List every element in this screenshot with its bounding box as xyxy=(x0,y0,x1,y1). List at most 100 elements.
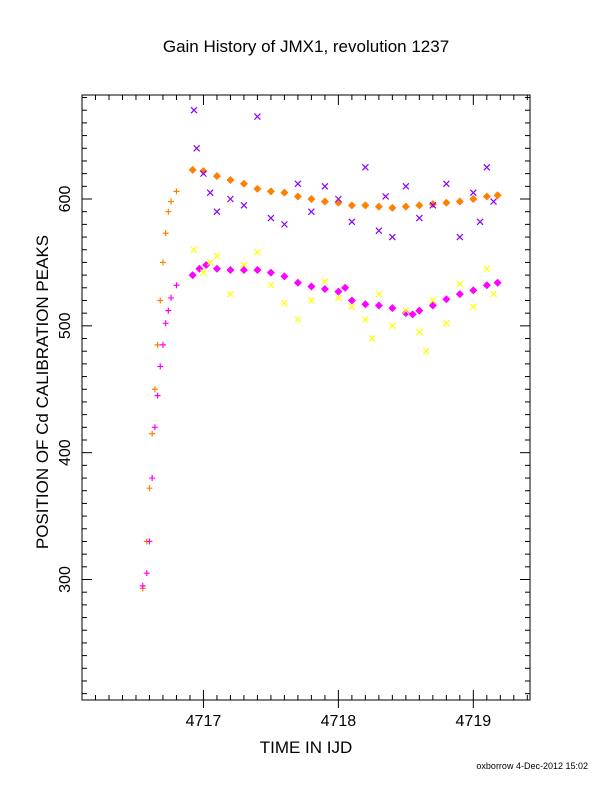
data-point xyxy=(442,180,450,188)
data-point xyxy=(361,201,370,210)
data-point xyxy=(307,195,316,204)
data-point xyxy=(267,281,275,289)
data-point xyxy=(227,290,234,298)
data-point xyxy=(334,198,343,207)
data-point xyxy=(280,188,289,197)
data-point xyxy=(482,281,491,290)
x-tick-label: 4718 xyxy=(321,713,357,730)
data-point xyxy=(456,280,464,288)
series-2 xyxy=(188,165,502,212)
data-point xyxy=(266,187,275,196)
data-point xyxy=(188,165,197,174)
data-point xyxy=(456,233,464,241)
data-point xyxy=(402,182,410,190)
y-tick-label: 300 xyxy=(57,566,74,593)
data-point xyxy=(455,197,464,206)
series-5 xyxy=(190,246,497,355)
data-point xyxy=(455,290,464,299)
series-3 xyxy=(188,260,502,319)
data-point xyxy=(469,195,478,204)
data-point xyxy=(347,201,356,210)
data-point xyxy=(149,475,156,482)
data-point xyxy=(200,170,207,178)
x-tick-label: 4719 xyxy=(456,713,492,730)
data-point xyxy=(267,214,275,222)
data-point xyxy=(190,246,198,254)
data-point xyxy=(206,189,214,197)
data-point xyxy=(429,297,437,304)
series-0 xyxy=(139,188,180,592)
data-point xyxy=(442,198,451,207)
data-point xyxy=(429,201,437,209)
data-point xyxy=(151,424,158,431)
data-point xyxy=(188,271,197,280)
data-point xyxy=(213,252,221,260)
data-point xyxy=(442,319,450,327)
data-point xyxy=(320,197,329,206)
data-point xyxy=(415,328,423,336)
data-point xyxy=(173,282,180,289)
x-axis-label: TIME IN IJD xyxy=(260,738,353,757)
data-point xyxy=(361,316,369,323)
data-point xyxy=(493,278,502,287)
data-point xyxy=(334,287,343,296)
data-point xyxy=(361,300,370,309)
data-point xyxy=(483,163,491,171)
data-point xyxy=(348,218,356,226)
data-point xyxy=(240,201,248,209)
data-point xyxy=(159,341,166,348)
data-point xyxy=(401,309,410,318)
data-point xyxy=(334,294,342,302)
data-point xyxy=(415,201,424,210)
data-point xyxy=(307,297,315,304)
data-point xyxy=(239,266,248,275)
data-point xyxy=(482,192,491,201)
data-point xyxy=(388,203,397,212)
data-point xyxy=(212,172,221,181)
data-point xyxy=(190,106,198,114)
data-point xyxy=(469,286,478,295)
data-point xyxy=(227,195,234,203)
tick-labels: 4717 4718 4719 300 400 500 600 xyxy=(57,186,491,730)
data-point xyxy=(375,290,383,298)
data-point xyxy=(146,538,153,545)
data-point xyxy=(212,264,221,273)
data-point xyxy=(168,294,175,301)
data-point xyxy=(253,184,262,193)
data-point xyxy=(469,189,477,197)
data-point xyxy=(168,198,175,205)
data-point xyxy=(146,485,153,492)
data-point xyxy=(266,268,275,277)
data-point xyxy=(307,208,315,216)
data-point xyxy=(374,301,383,310)
data-point xyxy=(193,144,201,152)
data-point xyxy=(165,208,172,215)
data-point xyxy=(199,167,208,176)
data-point xyxy=(361,163,369,171)
data-point xyxy=(280,220,288,228)
data-point xyxy=(162,320,169,327)
data-point xyxy=(401,202,410,211)
data-point xyxy=(428,200,437,209)
data-point xyxy=(442,295,451,304)
data-point xyxy=(348,303,356,311)
data-point xyxy=(154,392,161,399)
data-point xyxy=(240,261,248,269)
series-4 xyxy=(190,106,497,241)
data-point xyxy=(280,272,289,281)
y-tick-label: 600 xyxy=(57,186,74,213)
data-point xyxy=(415,214,423,222)
data-point xyxy=(320,285,329,294)
data-point xyxy=(154,341,161,348)
data-point xyxy=(388,304,397,313)
data-point xyxy=(469,303,477,311)
data-point xyxy=(162,230,169,237)
data-point xyxy=(294,316,302,323)
data-point xyxy=(206,258,214,266)
data-point xyxy=(402,307,410,315)
data-point xyxy=(493,191,502,200)
data-point xyxy=(388,233,396,241)
data-point xyxy=(334,195,342,203)
data-point xyxy=(321,182,329,190)
